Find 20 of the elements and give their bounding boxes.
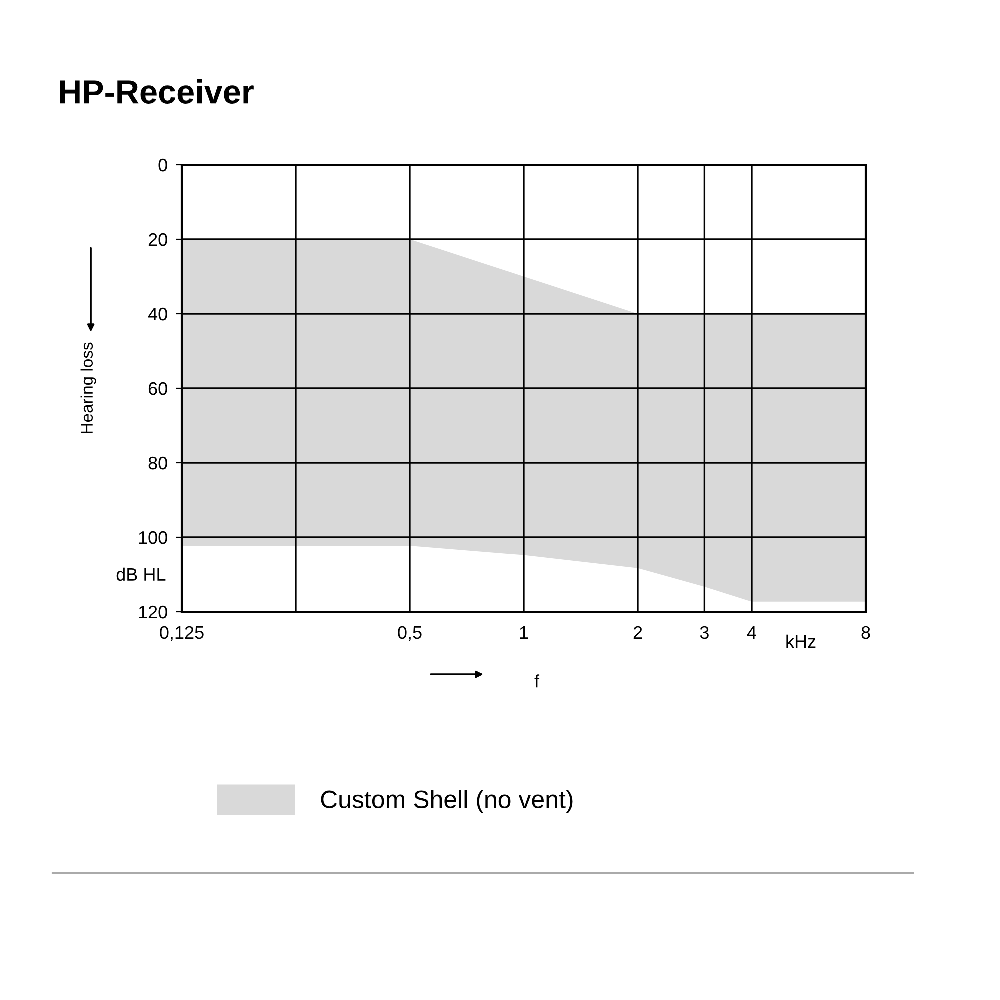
y-tick-label: 100 — [139, 531, 168, 544]
x-tick-label: 1 — [520, 626, 528, 639]
x-axis-title: f — [534, 674, 540, 688]
y-tick-label: 40 — [148, 308, 168, 321]
legend-label: Custom Shell (no vent) — [321, 790, 573, 814]
y-tick-label: 0 — [158, 158, 168, 172]
y-tick-label: 120 — [139, 606, 168, 619]
y-tick-label: 60 — [148, 382, 168, 396]
x-tick-label: 3 — [700, 626, 709, 640]
chart-title: HP-Receiver — [60, 79, 254, 104]
text: dB HL — [116, 568, 166, 582]
x-tick-label: 4 — [747, 626, 756, 639]
y-tick-label: 20 — [148, 233, 168, 246]
y-axis-title: Hearing loss — [80, 342, 96, 434]
text: kHz — [786, 634, 816, 648]
x-tick-label: 0,5 — [398, 626, 422, 642]
x-tick-label: 8 — [862, 626, 870, 640]
x-tick-label: 0,125 — [160, 626, 204, 642]
y-tick-label: 80 — [148, 456, 168, 470]
x-tick-label: 2 — [634, 626, 642, 639]
